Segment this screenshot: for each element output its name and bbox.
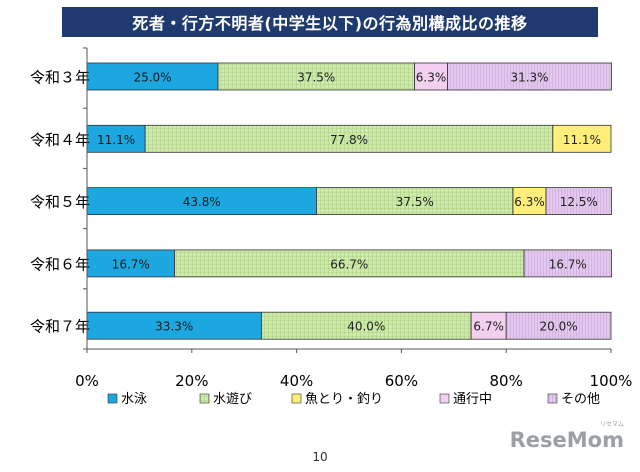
category-label: 令和７年 [30,318,90,336]
data-label: 43.8% [183,195,221,209]
bar-segment [86,187,317,216]
watermark-subtext: リセマム [599,421,624,428]
data-label: 12.5% [560,195,598,209]
legend-swatch [199,393,210,404]
bar-segment [86,311,262,340]
data-label: 25.0% [133,71,171,85]
bar-segment [512,187,547,216]
bar-segment [414,62,448,91]
x-tick-label: 0% [75,372,99,390]
legend-label: 魚とり・釣り [305,391,383,407]
bar-segment [144,124,554,153]
legend-label: その他 [561,392,600,407]
x-tick-label: 20% [175,372,208,390]
legend-swatch [291,393,302,404]
data-label: 40.0% [347,320,385,334]
data-label: 37.5% [396,195,434,209]
data-label: 16.7% [112,257,150,271]
data-label: 11.1% [97,133,135,147]
legend-label: 水泳 [121,392,147,407]
data-label: 6.7% [473,320,504,334]
bar-segment [523,249,612,278]
category-label: 令和４年 [30,131,90,149]
bar-segment [86,249,175,278]
data-label: 77.8% [330,133,368,147]
data-label: 31.3% [510,71,548,85]
legend-label: 通行中 [453,392,492,407]
watermark-logo: ReseMom リセマム [509,421,624,452]
bar-segment [470,311,507,340]
watermark-text: ReseMom [509,428,624,452]
data-label: 11.1% [563,133,601,147]
x-tick-label: 100% [590,372,633,390]
data-label: 33.3% [155,320,193,334]
x-tick-label: 80% [490,372,523,390]
data-label: 20.0% [540,320,578,334]
data-label: 6.3% [416,71,447,85]
page-number: 10 [312,450,328,464]
bar-segment [545,187,612,216]
data-label: 6.3% [514,195,545,209]
bar-segment [86,124,146,153]
bar-segment [552,124,612,153]
chart-title: 死者・行方不明者(中学生以下)の行為別構成比の推移 [62,7,598,37]
bar-segment [505,311,612,340]
category-label: 令和５年 [30,193,90,211]
x-tick-label: 40% [280,372,313,390]
bar-segment [447,62,612,91]
bar-segment [261,311,472,340]
category-label: 令和６年 [30,255,90,273]
data-label: 16.7% [549,257,587,271]
x-tick-label: 60% [385,372,418,390]
data-label: 37.5% [297,71,335,85]
legend-swatch [107,393,118,404]
bar-segment [86,62,219,91]
legend-swatch [439,393,450,404]
category-label: 令和３年 [30,69,90,87]
legend-swatch [547,393,558,404]
data-label: 66.7% [330,257,368,271]
legend-label: 水遊び [213,392,252,407]
bar-segment [316,187,514,216]
